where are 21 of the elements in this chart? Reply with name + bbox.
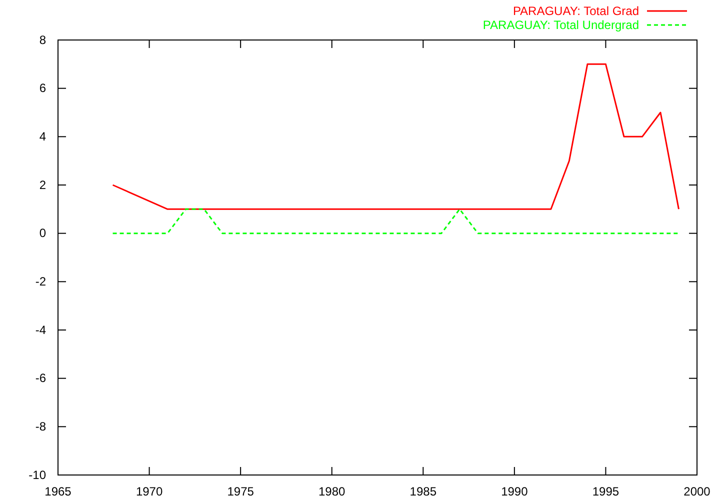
y-tick-label: 0 <box>39 226 46 240</box>
x-tick-label: 1980 <box>318 484 346 499</box>
x-tick-label: 1975 <box>227 484 254 499</box>
y-tick-label: -2 <box>35 274 46 289</box>
legend-label: PARAGUAY: Total Undergrad <box>482 18 639 32</box>
x-tick-label: 1995 <box>592 484 620 499</box>
y-tick-label: -10 <box>28 468 46 482</box>
line-series <box>112 63 680 210</box>
y-tick-label: 6 <box>39 81 46 96</box>
y-tick-label: 4 <box>39 130 46 144</box>
x-tick-label: 1985 <box>410 484 437 499</box>
x-tick-label: 1965 <box>44 484 72 499</box>
y-tick-label: -8 <box>35 420 46 434</box>
y-tick-label: -4 <box>35 322 46 337</box>
x-tick-label: 1970 <box>136 484 163 499</box>
x-tick-label: 1990 <box>501 484 528 499</box>
y-tick-label: -6 <box>35 371 46 386</box>
y-tick-label: 2 <box>39 178 46 192</box>
x-tick-label: 2000 <box>684 484 711 499</box>
y-tick-label: 8 <box>39 32 46 47</box>
legend-label: PARAGUAY: Total Grad <box>512 4 639 18</box>
